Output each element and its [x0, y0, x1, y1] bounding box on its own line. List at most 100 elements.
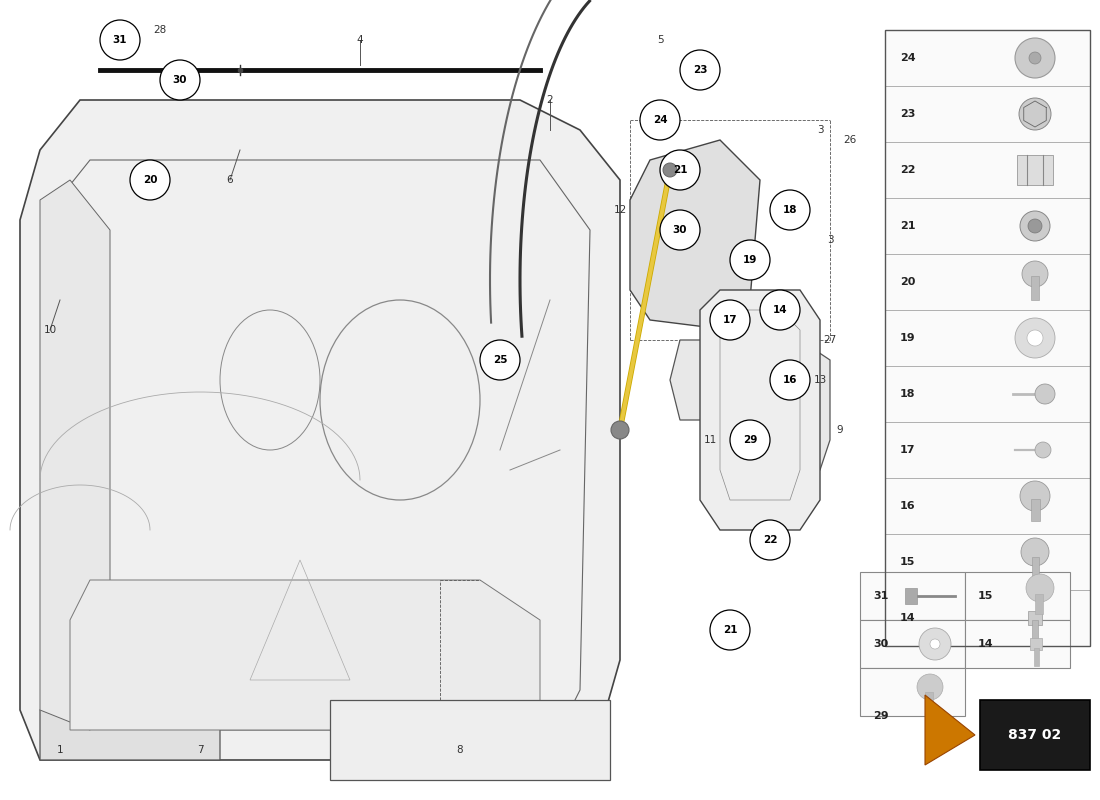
- Text: 1: 1: [57, 745, 64, 755]
- Circle shape: [1015, 38, 1055, 78]
- Text: 15: 15: [900, 557, 915, 567]
- Text: 23: 23: [693, 65, 707, 75]
- Text: 14: 14: [900, 613, 915, 623]
- Circle shape: [1026, 574, 1054, 602]
- Circle shape: [930, 639, 940, 649]
- Bar: [886, 198, 1090, 254]
- Text: 19: 19: [742, 255, 757, 265]
- Circle shape: [917, 674, 943, 700]
- Bar: [925, 692, 933, 710]
- Circle shape: [918, 628, 952, 660]
- Bar: [1030, 638, 1042, 650]
- Text: 18: 18: [783, 205, 798, 215]
- Text: 30: 30: [673, 225, 688, 235]
- Text: 17: 17: [723, 315, 737, 325]
- Text: 30: 30: [173, 75, 187, 85]
- Bar: [1034, 648, 1040, 666]
- Text: 26: 26: [844, 135, 857, 145]
- Polygon shape: [630, 140, 760, 330]
- Circle shape: [1035, 442, 1050, 458]
- Bar: [886, 142, 1090, 198]
- Bar: [860, 668, 965, 716]
- Text: 14: 14: [978, 639, 993, 649]
- Circle shape: [610, 421, 629, 439]
- Circle shape: [750, 520, 790, 560]
- Text: 6: 6: [227, 175, 233, 185]
- Bar: [330, 700, 610, 780]
- Text: 3: 3: [827, 235, 834, 245]
- Bar: [860, 620, 965, 668]
- Circle shape: [663, 163, 676, 177]
- Bar: [1028, 611, 1042, 625]
- Text: eurobahns: eurobahns: [143, 424, 458, 476]
- Circle shape: [160, 60, 200, 100]
- Bar: [1018, 155, 1053, 185]
- Bar: [965, 620, 1070, 668]
- Text: 16: 16: [900, 501, 915, 511]
- Circle shape: [710, 300, 750, 340]
- Text: 28: 28: [153, 25, 166, 35]
- Circle shape: [1019, 98, 1050, 130]
- Circle shape: [660, 150, 700, 190]
- Bar: [886, 366, 1090, 422]
- Bar: [1031, 276, 1040, 300]
- Text: 15: 15: [978, 591, 993, 601]
- Circle shape: [1027, 330, 1043, 346]
- Circle shape: [730, 420, 770, 460]
- Bar: [1031, 499, 1040, 521]
- Text: 4: 4: [356, 35, 363, 45]
- Text: 20: 20: [143, 175, 157, 185]
- Bar: [886, 534, 1090, 590]
- Text: 9: 9: [837, 425, 844, 435]
- Circle shape: [640, 100, 680, 140]
- Bar: [1032, 557, 1038, 577]
- Text: 29: 29: [742, 435, 757, 445]
- Bar: [886, 30, 1090, 646]
- Text: 30: 30: [873, 639, 889, 649]
- Circle shape: [100, 20, 140, 60]
- Polygon shape: [925, 695, 975, 765]
- Text: 24: 24: [652, 115, 668, 125]
- Text: 31: 31: [112, 35, 128, 45]
- Circle shape: [680, 50, 720, 90]
- Text: 29: 29: [873, 711, 889, 721]
- Circle shape: [760, 290, 800, 330]
- Polygon shape: [20, 100, 620, 760]
- Bar: [886, 478, 1090, 534]
- Polygon shape: [40, 660, 220, 760]
- Text: 23: 23: [900, 109, 915, 119]
- Bar: [965, 572, 1070, 620]
- Bar: [1035, 594, 1043, 614]
- Text: 25: 25: [493, 355, 507, 365]
- Text: 11: 11: [703, 435, 716, 445]
- Text: 7: 7: [197, 745, 204, 755]
- Bar: [886, 310, 1090, 366]
- Bar: [886, 254, 1090, 310]
- Bar: [860, 572, 965, 620]
- Bar: [905, 588, 917, 604]
- Circle shape: [1015, 318, 1055, 358]
- Text: 837 02: 837 02: [1009, 728, 1062, 742]
- Text: 16: 16: [783, 375, 798, 385]
- Bar: [886, 86, 1090, 142]
- Circle shape: [730, 240, 770, 280]
- Circle shape: [1028, 52, 1041, 64]
- Polygon shape: [700, 290, 820, 530]
- Circle shape: [770, 190, 810, 230]
- Bar: [886, 590, 1090, 646]
- Text: a passion for parts: a passion for parts: [196, 599, 364, 641]
- Circle shape: [710, 610, 750, 650]
- Polygon shape: [740, 340, 830, 470]
- Text: 13: 13: [813, 375, 826, 385]
- Polygon shape: [670, 340, 760, 420]
- Circle shape: [130, 160, 170, 200]
- Text: 27: 27: [824, 335, 837, 345]
- Circle shape: [1022, 261, 1048, 287]
- Text: 21: 21: [673, 165, 688, 175]
- Text: 18: 18: [900, 389, 915, 399]
- Text: 2: 2: [547, 95, 553, 105]
- Text: 22: 22: [900, 165, 915, 175]
- Text: 31: 31: [873, 591, 889, 601]
- Circle shape: [480, 340, 520, 380]
- Circle shape: [1035, 384, 1055, 404]
